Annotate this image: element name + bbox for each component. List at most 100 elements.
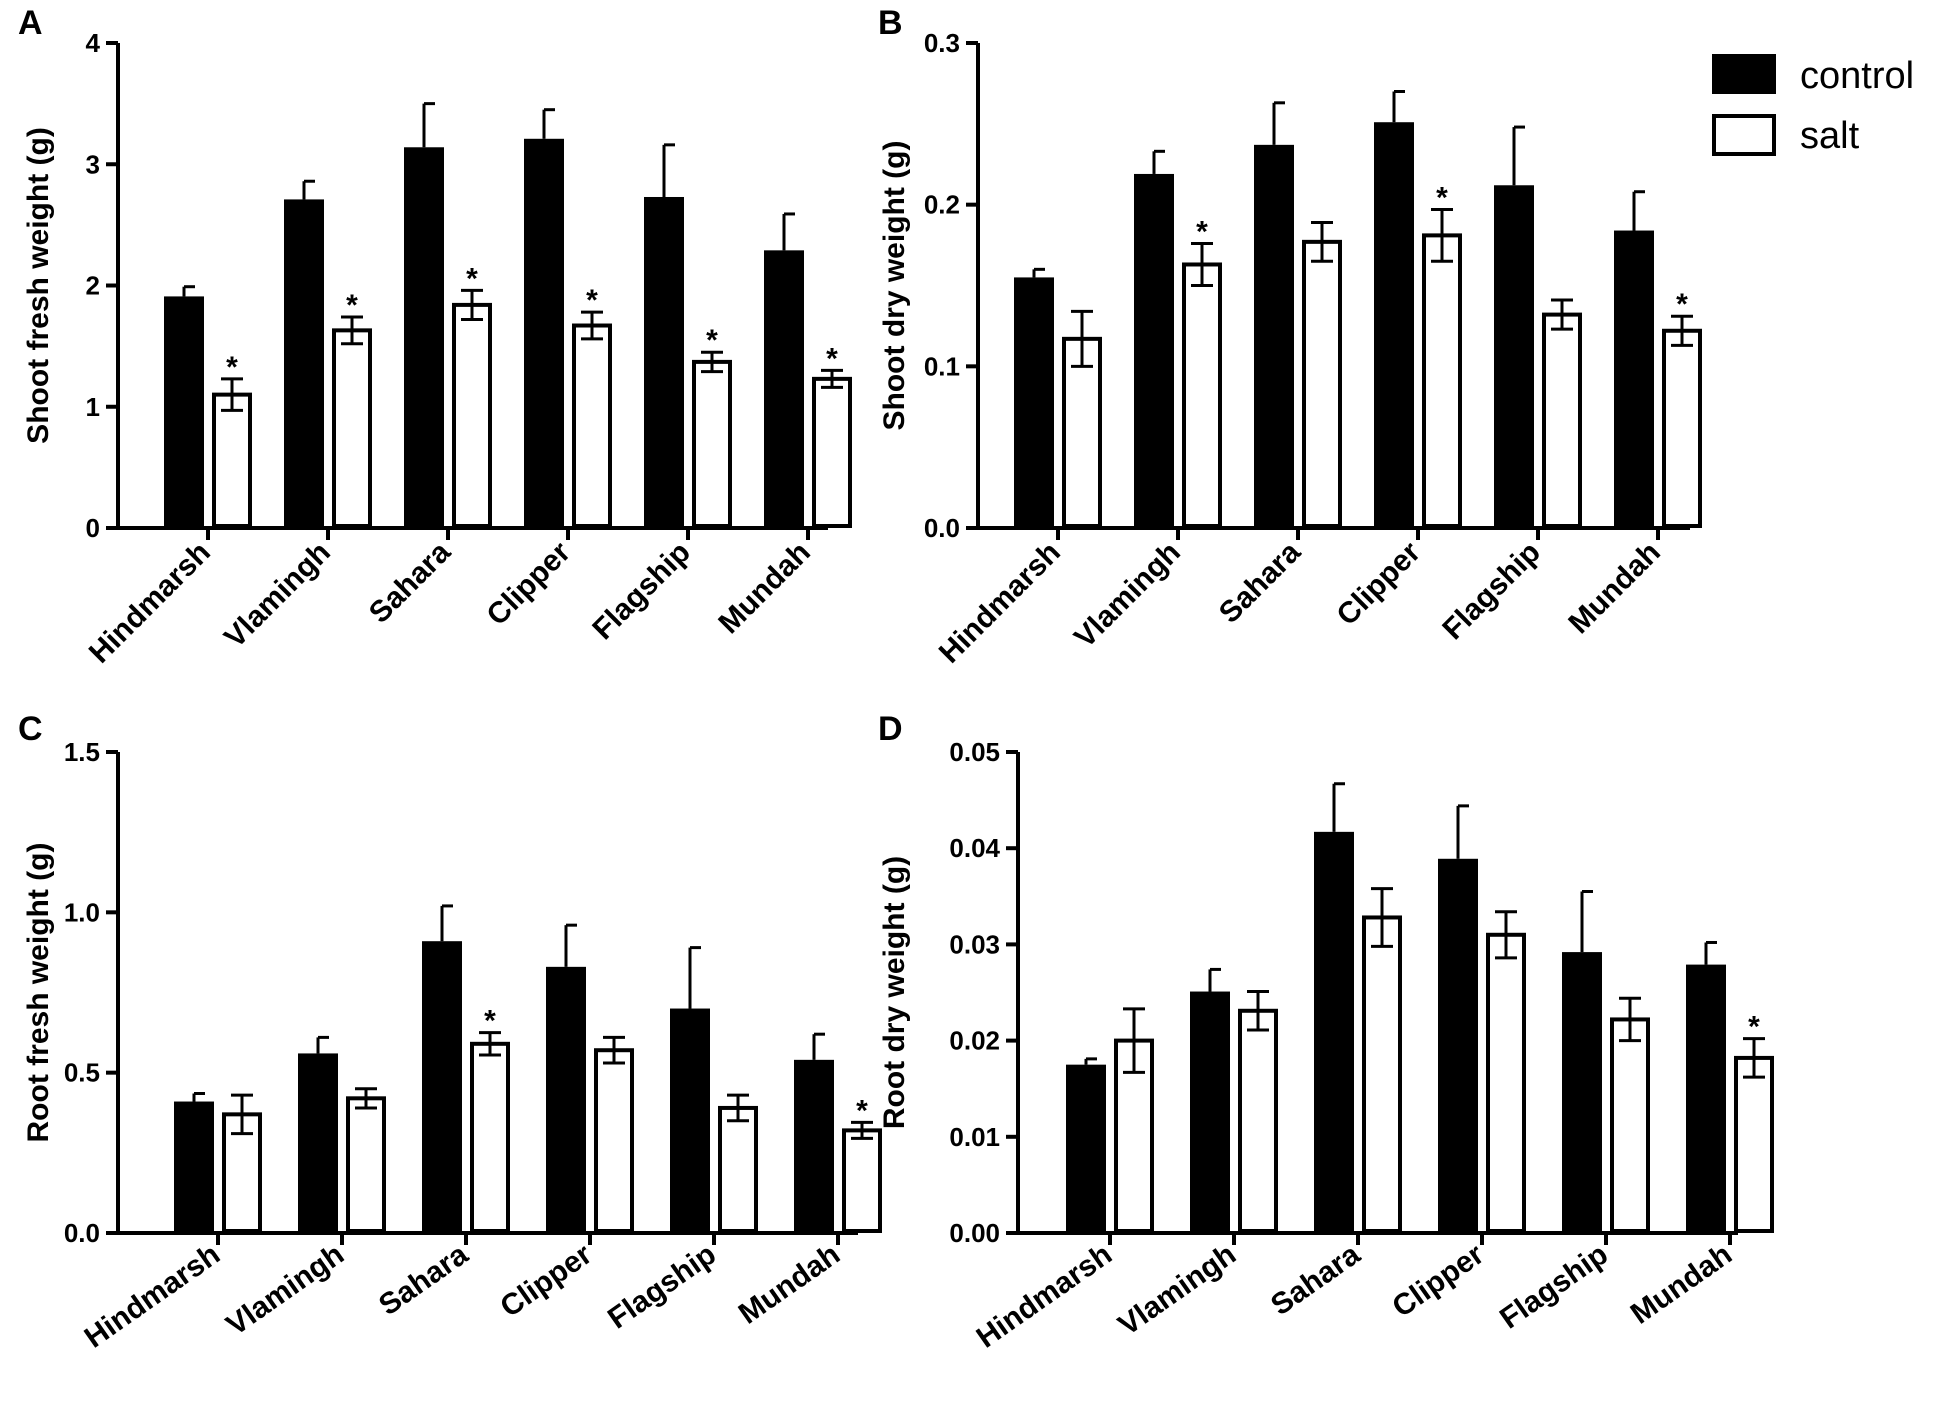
y-tick-label: 0.1 bbox=[924, 351, 960, 381]
x-category-label: Mundah bbox=[712, 536, 817, 641]
y-tick-label: 0.2 bbox=[924, 190, 960, 220]
y-tick-label: 1.5 bbox=[64, 737, 100, 767]
panel-c: C 0.0 0.5 1.0 1.5 Root fresh weight (g) Hindm… bbox=[18, 710, 882, 1355]
bar-control bbox=[670, 1008, 710, 1233]
bar-control bbox=[164, 296, 204, 528]
panel-letter-d: D bbox=[878, 710, 903, 748]
significance-marker: * bbox=[484, 1005, 496, 1038]
bar-control bbox=[794, 1059, 834, 1233]
y-tick-label: 0.02 bbox=[949, 1026, 1000, 1056]
bar-control bbox=[644, 196, 684, 529]
panel-a: A 0 1 2 3 4 Shoot fresh weight (g) * Hindmarsh *… bbox=[18, 4, 852, 670]
bar-salt bbox=[346, 1096, 386, 1233]
bar-salt bbox=[1238, 1008, 1278, 1234]
bar-control bbox=[298, 1053, 338, 1233]
bar-control bbox=[284, 199, 324, 528]
bar-control bbox=[1494, 185, 1534, 528]
x-category-label: Clipper bbox=[481, 535, 578, 632]
bar-salt bbox=[1610, 1017, 1650, 1233]
x-category-label: Hindmarsh bbox=[83, 536, 217, 670]
bar-control bbox=[1438, 858, 1478, 1233]
x-category-label: Vlamingh bbox=[220, 1238, 350, 1342]
panel-d: D 0.00 0.01 0.02 0.03 0.04 0.05 Root dry weigh… bbox=[878, 710, 1774, 1355]
bar-control bbox=[1562, 952, 1602, 1233]
bar-control bbox=[1014, 277, 1054, 528]
bar-control bbox=[174, 1101, 214, 1233]
bar-salt bbox=[1422, 233, 1462, 528]
bar-salt bbox=[332, 328, 372, 528]
y-tick-label: 0.0 bbox=[64, 1218, 100, 1248]
x-category-label: Mundah bbox=[1625, 1238, 1738, 1331]
y-tick-label: 0.05 bbox=[949, 737, 1000, 767]
x-category-label: Hindmarsh bbox=[933, 536, 1067, 670]
bar-control bbox=[1134, 173, 1174, 528]
bar-control bbox=[546, 966, 586, 1233]
panel-letter-c: C bbox=[18, 710, 43, 748]
significance-marker: * bbox=[466, 262, 478, 295]
y-tick-label: 1 bbox=[86, 392, 100, 422]
bar-salt bbox=[572, 323, 612, 529]
y-tick-label: 0.00 bbox=[949, 1218, 1000, 1248]
significance-marker: * bbox=[1748, 1011, 1760, 1044]
bar-salt bbox=[812, 376, 852, 528]
y-tick-label: 0.3 bbox=[924, 28, 960, 58]
panel-letter-a: A bbox=[18, 4, 43, 42]
significance-marker: * bbox=[1196, 215, 1208, 248]
y-tick-label: 0.0 bbox=[924, 513, 960, 543]
x-category-label: Flagship bbox=[1436, 536, 1547, 647]
x-category-label: Sahara bbox=[1213, 535, 1307, 629]
y-tick-label: 1.0 bbox=[64, 897, 100, 927]
y-tick-label: 0.03 bbox=[949, 929, 1000, 959]
legend-swatch-control bbox=[1712, 54, 1776, 94]
y-tick-label: 4 bbox=[86, 28, 101, 58]
x-category-label: Hindmarsh bbox=[79, 1238, 226, 1355]
x-category-label: Vlamingh bbox=[1068, 536, 1187, 655]
x-category-label: Sahara bbox=[363, 535, 457, 629]
x-category-label: Flagship bbox=[586, 536, 697, 647]
bar-salt bbox=[1486, 932, 1526, 1234]
bar-salt bbox=[842, 1128, 882, 1234]
x-category-label: Vlamingh bbox=[1112, 1238, 1242, 1342]
x-category-label: Clipper bbox=[494, 1238, 598, 1324]
x-category-label: Sahara bbox=[373, 1238, 474, 1323]
x-category-label: Mundah bbox=[733, 1238, 846, 1331]
legend-label-control: control bbox=[1800, 55, 1914, 97]
bar-control bbox=[422, 941, 462, 1233]
bar-control bbox=[1614, 230, 1654, 529]
bar-control bbox=[1314, 831, 1354, 1233]
significance-marker: * bbox=[226, 351, 238, 384]
bar-salt bbox=[1662, 328, 1702, 528]
y-tick-label: 2 bbox=[86, 271, 100, 301]
significance-marker: * bbox=[856, 1094, 868, 1127]
bar-control bbox=[1254, 144, 1294, 528]
x-category-label: Sahara bbox=[1265, 1238, 1366, 1323]
bar-salt bbox=[1182, 262, 1222, 528]
bar-control bbox=[1686, 964, 1726, 1233]
significance-marker: * bbox=[1436, 182, 1448, 215]
panel-letter-b: B bbox=[878, 4, 903, 42]
x-category-label: Mundah bbox=[1562, 536, 1667, 641]
bar-control bbox=[524, 138, 564, 528]
y-tick-label: 0 bbox=[86, 513, 100, 543]
legend-label-salt: salt bbox=[1800, 115, 1860, 157]
y-tick-label: 3 bbox=[86, 149, 100, 179]
y-axis-title: Shoot dry weight (g) bbox=[878, 141, 911, 431]
bar-salt bbox=[452, 302, 492, 528]
x-category-label: Clipper bbox=[1386, 1238, 1490, 1324]
bar-salt bbox=[594, 1048, 634, 1233]
y-axis-title: Root dry weight (g) bbox=[878, 856, 911, 1129]
bar-salt bbox=[1062, 336, 1102, 528]
x-category-label: Clipper bbox=[1331, 535, 1428, 632]
bar-control bbox=[764, 250, 804, 528]
panel-b: B 0.0 0.1 0.2 0.3 Shoot dry weight (g) Hindma… bbox=[878, 4, 1702, 670]
bar-salt bbox=[1362, 915, 1402, 1233]
bar-salt bbox=[1302, 239, 1342, 528]
legend: control salt bbox=[1712, 54, 1914, 157]
y-tick-label: 0.01 bbox=[949, 1122, 1000, 1152]
y-axis-title: Root fresh weight (g) bbox=[22, 843, 55, 1143]
y-tick-label: 0.5 bbox=[64, 1058, 100, 1088]
bar-salt bbox=[212, 392, 252, 528]
bar-salt bbox=[1542, 312, 1582, 528]
bar-control bbox=[1066, 1064, 1106, 1233]
